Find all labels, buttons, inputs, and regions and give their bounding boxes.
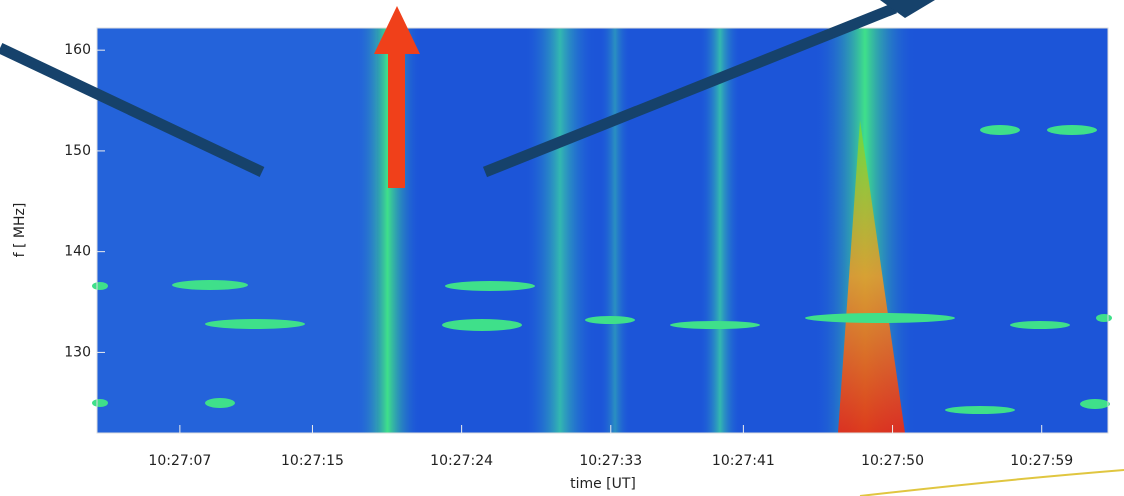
x-tick-label: 10:27:59 [1010,453,1073,469]
x-tick-label: 10:27:41 [712,453,775,469]
x-tick-label: 10:27:15 [281,453,344,469]
x-tick-label: 10:27:50 [861,453,924,469]
plot-frame [96,27,1109,434]
x-tick-label: 10:27:07 [148,453,211,469]
x-tick-label: 10:27:33 [579,453,642,469]
y-axis-label: f [ MHz] [12,203,28,258]
y-tick-label: 160 [64,42,91,58]
y-tick-label: 140 [64,244,91,260]
spectrum-image [92,28,1112,433]
x-tick-label: 10:27:24 [430,453,493,469]
y-tick-label: 130 [64,344,91,360]
x-axis-label: time [UT] [570,476,636,492]
y-tick-label: 150 [64,143,91,159]
